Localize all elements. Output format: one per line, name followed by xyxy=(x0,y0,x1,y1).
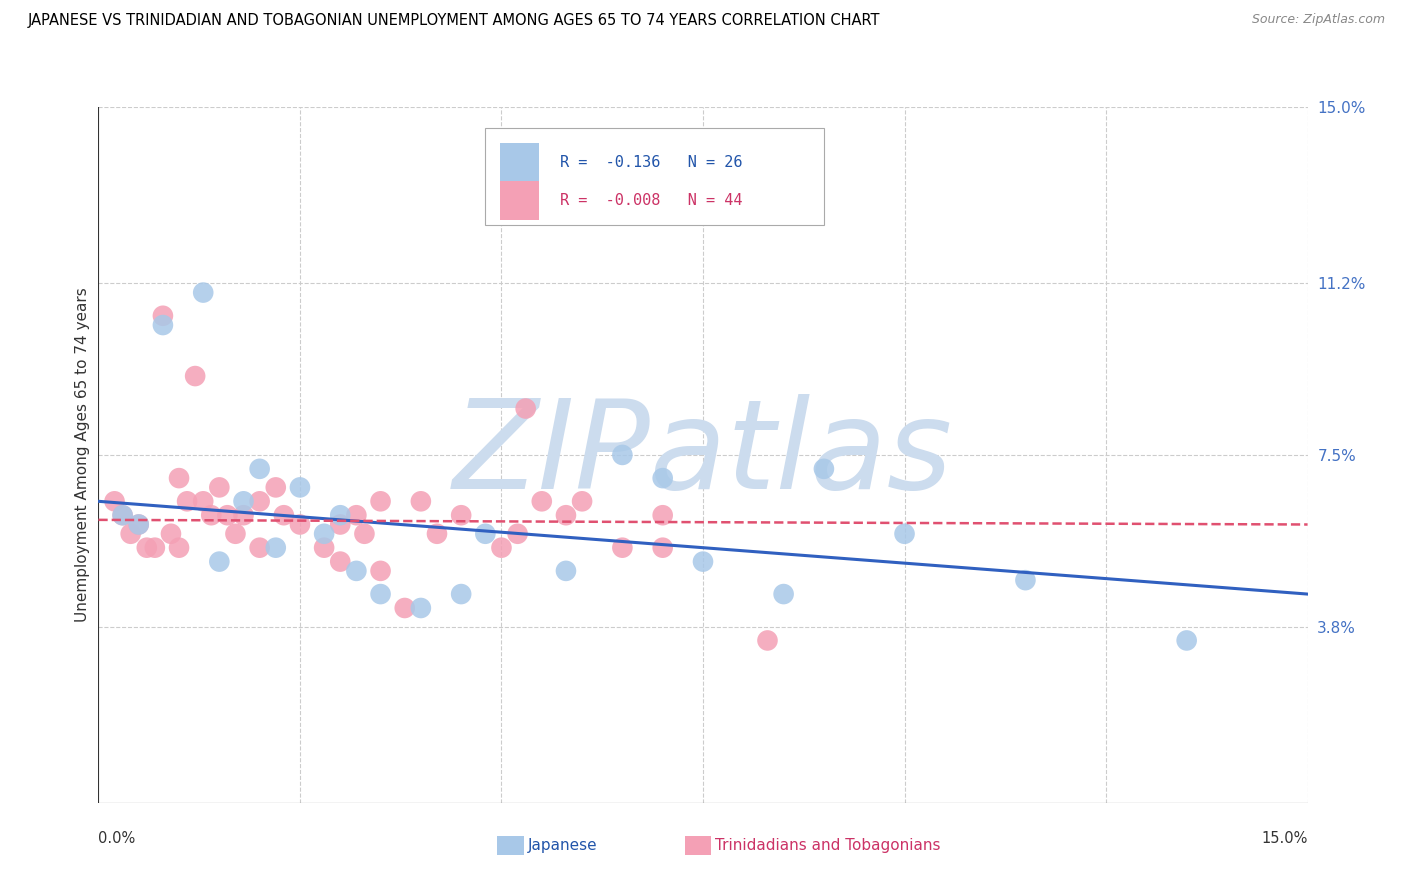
Point xyxy=(143,541,166,555)
FancyBboxPatch shape xyxy=(498,836,524,855)
Point xyxy=(474,526,496,541)
Point xyxy=(506,526,529,541)
Point xyxy=(515,202,537,216)
Point xyxy=(571,494,593,508)
Point xyxy=(314,541,336,555)
Text: ZIPatlas: ZIPatlas xyxy=(453,394,953,516)
Point xyxy=(249,494,271,508)
Point xyxy=(249,541,271,555)
Point xyxy=(1175,633,1198,648)
Point xyxy=(651,471,673,485)
FancyBboxPatch shape xyxy=(501,181,538,219)
Text: JAPANESE VS TRINIDADIAN AND TOBAGONIAN UNEMPLOYMENT AMONG AGES 65 TO 74 YEARS CO: JAPANESE VS TRINIDADIAN AND TOBAGONIAN U… xyxy=(28,13,880,29)
Point xyxy=(184,369,207,384)
Point xyxy=(1014,573,1036,587)
Point xyxy=(120,526,142,541)
Point xyxy=(370,587,392,601)
Point xyxy=(651,541,673,555)
Point xyxy=(612,541,634,555)
Point xyxy=(612,448,634,462)
Point xyxy=(491,541,513,555)
Point xyxy=(692,555,714,569)
Point xyxy=(450,508,472,523)
Point xyxy=(273,508,295,523)
Point xyxy=(450,587,472,601)
Point xyxy=(772,587,794,601)
Point xyxy=(329,517,352,532)
Point xyxy=(370,564,392,578)
Point xyxy=(264,480,287,494)
Point xyxy=(135,541,157,555)
Point xyxy=(329,555,352,569)
Point xyxy=(370,494,392,508)
Point xyxy=(128,517,150,532)
Text: 0.0%: 0.0% xyxy=(98,830,135,846)
FancyBboxPatch shape xyxy=(501,144,538,181)
Point xyxy=(167,541,190,555)
Point xyxy=(200,508,222,523)
Point xyxy=(193,494,215,508)
FancyBboxPatch shape xyxy=(485,128,824,226)
Point xyxy=(409,494,432,508)
Text: Source: ZipAtlas.com: Source: ZipAtlas.com xyxy=(1251,13,1385,27)
Point xyxy=(208,555,231,569)
Point xyxy=(224,526,246,541)
Text: Trinidadians and Tobagonians: Trinidadians and Tobagonians xyxy=(716,838,941,853)
Point xyxy=(288,517,311,532)
Point xyxy=(394,601,416,615)
Text: 15.0%: 15.0% xyxy=(1261,830,1308,846)
Point xyxy=(344,564,367,578)
Point xyxy=(232,494,254,508)
Point xyxy=(160,526,183,541)
Point xyxy=(176,494,198,508)
Point xyxy=(111,508,134,523)
Point xyxy=(555,564,578,578)
Point xyxy=(103,494,125,508)
Point xyxy=(288,480,311,494)
Point xyxy=(651,508,673,523)
Point xyxy=(249,462,271,476)
Point xyxy=(409,601,432,615)
Point xyxy=(167,471,190,485)
Text: R =  -0.136   N = 26: R = -0.136 N = 26 xyxy=(561,155,742,169)
Point xyxy=(353,526,375,541)
Point xyxy=(893,526,915,541)
Point xyxy=(111,508,134,523)
Point xyxy=(314,526,336,541)
Point xyxy=(515,401,537,416)
Point xyxy=(232,508,254,523)
Point xyxy=(128,517,150,532)
Point xyxy=(264,541,287,555)
Point xyxy=(530,494,553,508)
FancyBboxPatch shape xyxy=(685,836,711,855)
Point xyxy=(193,285,215,300)
Point xyxy=(426,526,449,541)
Point xyxy=(208,480,231,494)
Point xyxy=(555,508,578,523)
Point xyxy=(756,633,779,648)
Point xyxy=(813,462,835,476)
Point xyxy=(329,508,352,523)
Point xyxy=(217,508,239,523)
Text: R =  -0.008   N = 44: R = -0.008 N = 44 xyxy=(561,194,742,208)
Point xyxy=(152,309,174,323)
Text: Japanese: Japanese xyxy=(527,838,598,853)
Y-axis label: Unemployment Among Ages 65 to 74 years: Unemployment Among Ages 65 to 74 years xyxy=(75,287,90,623)
Point xyxy=(152,318,174,332)
Point xyxy=(344,508,367,523)
